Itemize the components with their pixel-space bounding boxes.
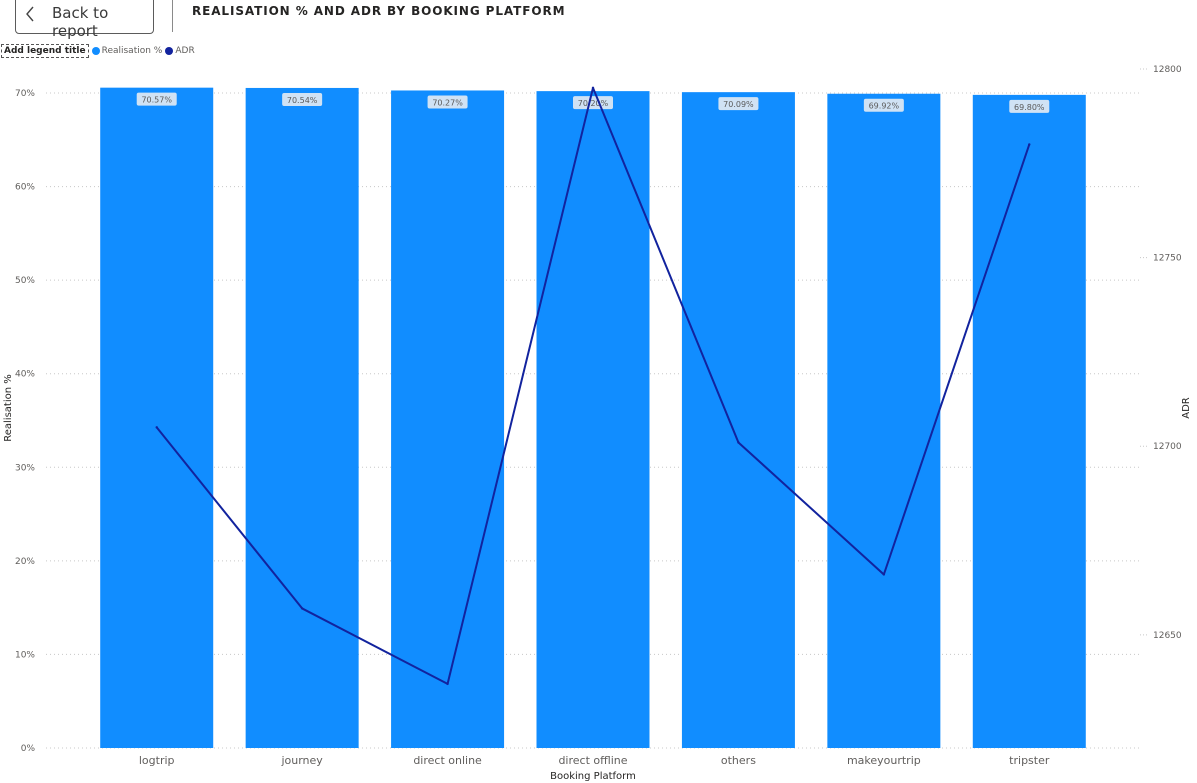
bar-logtrip [100,87,214,748]
data-label: 69.92% [869,102,900,111]
data-label-bg [718,97,759,111]
legend-dot-realisation [91,47,100,55]
data-label: 70.20% [578,99,609,108]
y2-tick-label: 12750 [1153,254,1182,264]
adr-point [882,573,886,576]
adr-point [1028,143,1031,146]
x-tick-label: makeyourtrip [847,754,921,767]
y-tick-label: 10% [15,650,35,660]
bar-tripster [972,94,1086,748]
x-tick-label: direct offline [558,754,627,767]
data-label: 70.57% [141,96,172,105]
adr-point [155,426,158,429]
bar-makeyourtrip [827,93,941,748]
legend-item-adr[interactable]: ADR [165,46,195,56]
y2-axis-title: ADR [1181,397,1192,419]
y-tick-label: 40% [15,370,35,380]
data-label-bg [136,92,177,106]
data-label-bg [863,98,904,112]
legend-dot-adr [165,47,174,55]
y-tick-label: 70% [15,89,35,99]
adr-point [300,607,304,610]
y-tick-label: 0% [21,744,36,754]
y2-tick-label: 12650 [1153,631,1182,641]
y-tick-label: 50% [15,276,35,286]
y-tick-label: 20% [15,557,35,567]
adr-point [591,86,595,90]
data-label: 69.80% [1014,103,1045,112]
adr-point [737,441,740,444]
adr-point [446,682,449,686]
chevron-left-icon [26,6,34,22]
header-divider [172,0,173,32]
x-tick-label: journey [280,754,323,767]
x-tick-label: logtrip [139,754,175,767]
y2-tick-label: 12700 [1153,442,1182,452]
data-label: 70.54% [287,96,318,105]
y2-tick-label: 12800 [1153,65,1182,75]
legend-label-adr: ADR [175,46,195,56]
bar-journey [245,87,359,748]
data-label-bg [282,92,323,106]
bar-direct-online [391,90,505,748]
back-to-report-label: Back to report [52,4,109,40]
bar-others [681,92,795,749]
data-label-bg [427,95,468,109]
legend-title[interactable]: Add legend title [1,44,89,58]
legend-label-realisation: Realisation % [101,46,163,56]
y-axis-title: Realisation % [3,374,14,442]
back-to-report-button[interactable]: Back to report [15,0,154,40]
x-tick-label: others [721,754,756,767]
x-tick-label: direct online [413,754,482,767]
x-axis-title: Booking Platform [550,771,636,782]
legend-item-realisation[interactable]: Realisation % [91,46,163,56]
data-label: 70.27% [432,98,463,107]
bar-direct-offline [536,91,650,749]
y-tick-label: 30% [15,463,35,473]
x-tick-label: tripster [1009,754,1050,767]
data-label: 70.09% [723,100,754,109]
chart-legend: Add legend title Realisation % ADR [1,44,195,58]
data-label-bg [1009,99,1050,113]
chart-title: REALISATION % AND ADR BY BOOKING PLATFOR… [192,4,566,18]
data-label-bg [573,96,613,110]
y-tick-label: 60% [15,183,35,193]
